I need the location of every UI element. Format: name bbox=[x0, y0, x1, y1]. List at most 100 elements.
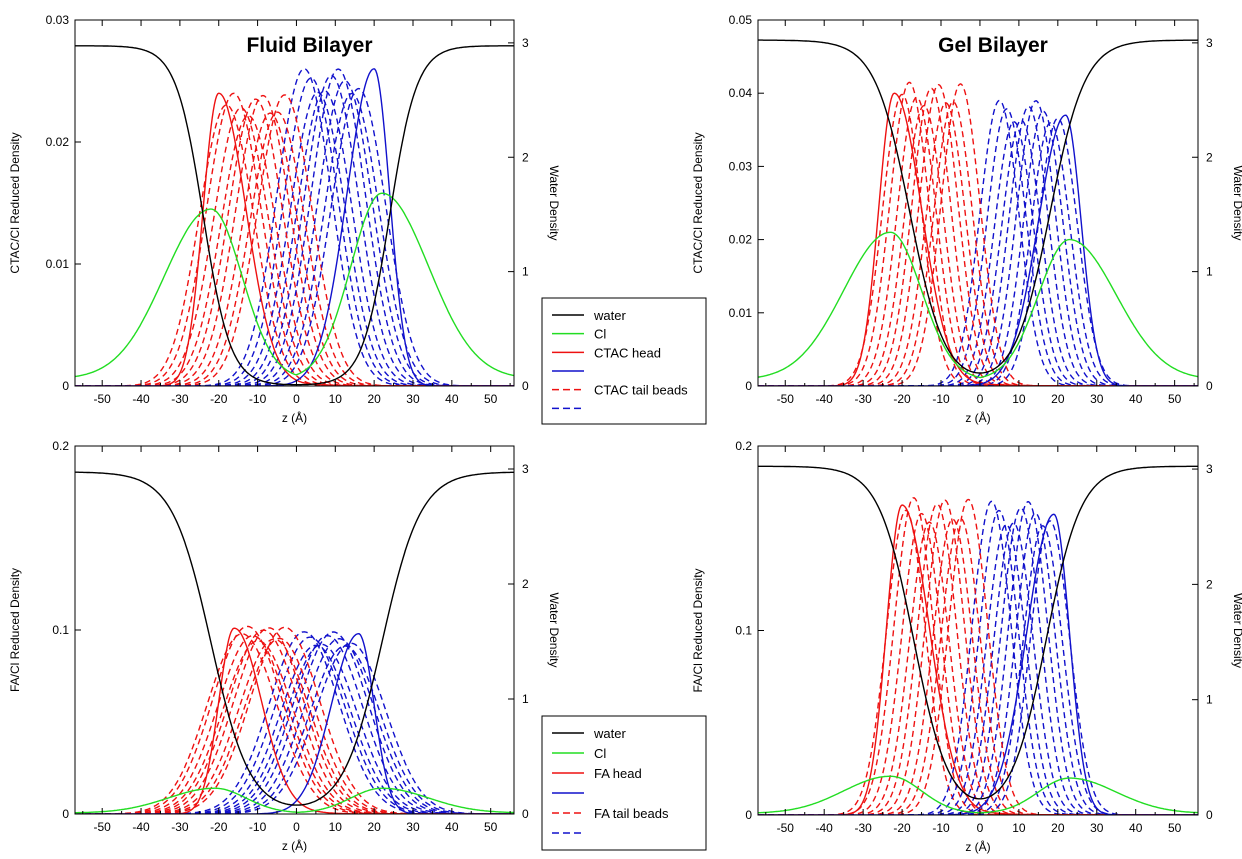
y-tick-label: 0.05 bbox=[729, 13, 753, 27]
head-left-line bbox=[758, 92, 1198, 386]
y-tick-label: 0.02 bbox=[729, 233, 753, 247]
tail-bead-blue-8 bbox=[75, 92, 514, 386]
tail-bead-blue-4 bbox=[758, 119, 1198, 386]
x-tick-label: -10 bbox=[932, 392, 950, 406]
legend-box bbox=[541, 715, 707, 851]
legend: water Cl FA head FA tail beads bbox=[541, 715, 707, 851]
y2-tick-label: 0 bbox=[522, 807, 529, 821]
plot-area bbox=[758, 465, 1198, 815]
y2-axis-label: Water Density bbox=[547, 593, 561, 668]
plot-frame bbox=[74, 445, 515, 815]
legend-label-2: Cl bbox=[594, 746, 606, 761]
head-left-line bbox=[758, 504, 1198, 815]
tail-bead-red-2 bbox=[75, 625, 514, 814]
y2-tick-label: 3 bbox=[522, 36, 529, 50]
cl-line bbox=[758, 231, 1198, 379]
x-tick-label: 40 bbox=[445, 820, 459, 834]
tail-bead-blue-5 bbox=[75, 74, 514, 386]
tail-bead-red-6 bbox=[758, 499, 1198, 815]
legend-label-5: CTAC tail beads bbox=[594, 383, 688, 398]
x-tick-label: -30 bbox=[171, 820, 189, 834]
tail-bead-blue-1 bbox=[758, 99, 1198, 386]
chart-panel-4: -50 -40 -30 -20 -10 0 10 20 30 40 50 0 0.1 0.2 0 1 2 3 z (… bbox=[691, 439, 1242, 854]
legend-label-1: water bbox=[593, 308, 626, 323]
tail-bead-red-4 bbox=[758, 104, 1198, 386]
head-right-line bbox=[75, 632, 514, 814]
tail-bead-red-3 bbox=[758, 512, 1198, 815]
legend-box bbox=[541, 297, 707, 425]
x-tick-label: -50 bbox=[777, 821, 795, 835]
x-tick-label: 30 bbox=[406, 392, 420, 406]
tail-bead-blue-3 bbox=[758, 121, 1198, 386]
tail-bead-red-6 bbox=[75, 627, 514, 814]
x-tick-label: -10 bbox=[932, 821, 950, 835]
tail-bead-blue-7 bbox=[758, 512, 1198, 815]
tail-bead-blue-2 bbox=[75, 636, 514, 814]
y-tick-label: 0.2 bbox=[735, 439, 752, 453]
y2-tick-label: 3 bbox=[1206, 462, 1213, 476]
x-tick-label: 10 bbox=[329, 820, 343, 834]
y2-tick-label: 1 bbox=[522, 265, 529, 279]
y2-tick-label: 0 bbox=[1206, 808, 1213, 822]
tail-bead-blue-6 bbox=[75, 631, 514, 814]
tail-bead-red-5 bbox=[75, 98, 514, 386]
x-tick-label: -20 bbox=[210, 820, 228, 834]
plot-area bbox=[75, 45, 514, 386]
tail-bead-blue-5 bbox=[758, 105, 1198, 386]
legend-label-5: FA tail beads bbox=[594, 806, 669, 821]
tail-bead-red-8 bbox=[75, 111, 514, 386]
tail-bead-red-3 bbox=[75, 634, 514, 814]
legend-label-3: CTAC head bbox=[594, 345, 661, 360]
tail-bead-blue-5 bbox=[758, 507, 1198, 815]
chart-panel-1: -50 -40 -30 -20 -10 0 10 20 30 40 50 0 0.01 0.02 0.03 0… bbox=[8, 13, 707, 425]
y2-tick-label: 3 bbox=[522, 462, 529, 476]
cl-line bbox=[75, 192, 514, 378]
tail-bead-red-1 bbox=[758, 93, 1198, 386]
x-tick-label: -40 bbox=[132, 820, 150, 834]
x-tick-label: -50 bbox=[94, 820, 112, 834]
tail-bead-red-2 bbox=[758, 81, 1198, 386]
x-tick-label: 40 bbox=[1129, 392, 1143, 406]
y2-tick-label: 2 bbox=[522, 150, 529, 164]
cl-line bbox=[758, 775, 1198, 814]
x-tick-label: 0 bbox=[293, 820, 300, 834]
tail-bead-blue-1 bbox=[75, 68, 514, 386]
cl-line bbox=[75, 787, 514, 814]
x-tick-label: 0 bbox=[977, 392, 984, 406]
y-axis-label: CTAC/Cl Reduced Density bbox=[8, 132, 22, 273]
y-tick-label: 0.2 bbox=[52, 439, 69, 453]
x-tick-label: 50 bbox=[1168, 392, 1182, 406]
water-line bbox=[75, 45, 514, 386]
x-tick-label: -20 bbox=[893, 821, 911, 835]
y-tick-label: 0.1 bbox=[735, 624, 752, 638]
x-tick-label: -10 bbox=[249, 820, 267, 834]
y2-tick-label: 2 bbox=[522, 577, 529, 591]
tail-bead-blue-5 bbox=[75, 634, 514, 814]
x-tick-label: 50 bbox=[1168, 821, 1182, 835]
x-tick-label: 10 bbox=[329, 392, 343, 406]
y-tick-label: 0.04 bbox=[729, 86, 753, 100]
tail-bead-red-8 bbox=[758, 101, 1198, 386]
tail-bead-red-5 bbox=[758, 87, 1198, 386]
x-axis-label: z (Å) bbox=[965, 410, 990, 425]
tail-bead-red-8 bbox=[758, 517, 1198, 815]
head-right-line bbox=[75, 68, 514, 386]
tail-bead-red-1 bbox=[758, 509, 1198, 815]
tail-bead-blue-2 bbox=[758, 509, 1198, 815]
plot-frame bbox=[74, 19, 515, 387]
y2-axis-label: Water Density bbox=[1231, 593, 1242, 668]
x-tick-label: -30 bbox=[171, 392, 189, 406]
y2-axis-label: Water Density bbox=[1231, 166, 1242, 241]
y2-tick-label: 0 bbox=[1206, 379, 1213, 393]
x-tick-label: 20 bbox=[367, 820, 381, 834]
x-tick-label: 50 bbox=[484, 820, 498, 834]
tail-bead-red-2 bbox=[75, 92, 514, 386]
tail-bead-red-6 bbox=[758, 83, 1198, 386]
x-tick-label: 0 bbox=[977, 821, 984, 835]
chart-panel-3: -50 -40 -30 -20 -10 0 10 20 30 40 50 0 0.1 0.2 0 1 2 3 z (… bbox=[8, 439, 707, 853]
tail-bead-blue-3 bbox=[758, 523, 1198, 815]
chart-title: Fluid Bilayer bbox=[246, 34, 372, 57]
legend: water Cl CTAC head CTAC tail beads bbox=[541, 297, 707, 425]
x-tick-label: 10 bbox=[1012, 821, 1026, 835]
y-axis-label: CTAC/Cl Reduced Density bbox=[691, 132, 705, 273]
